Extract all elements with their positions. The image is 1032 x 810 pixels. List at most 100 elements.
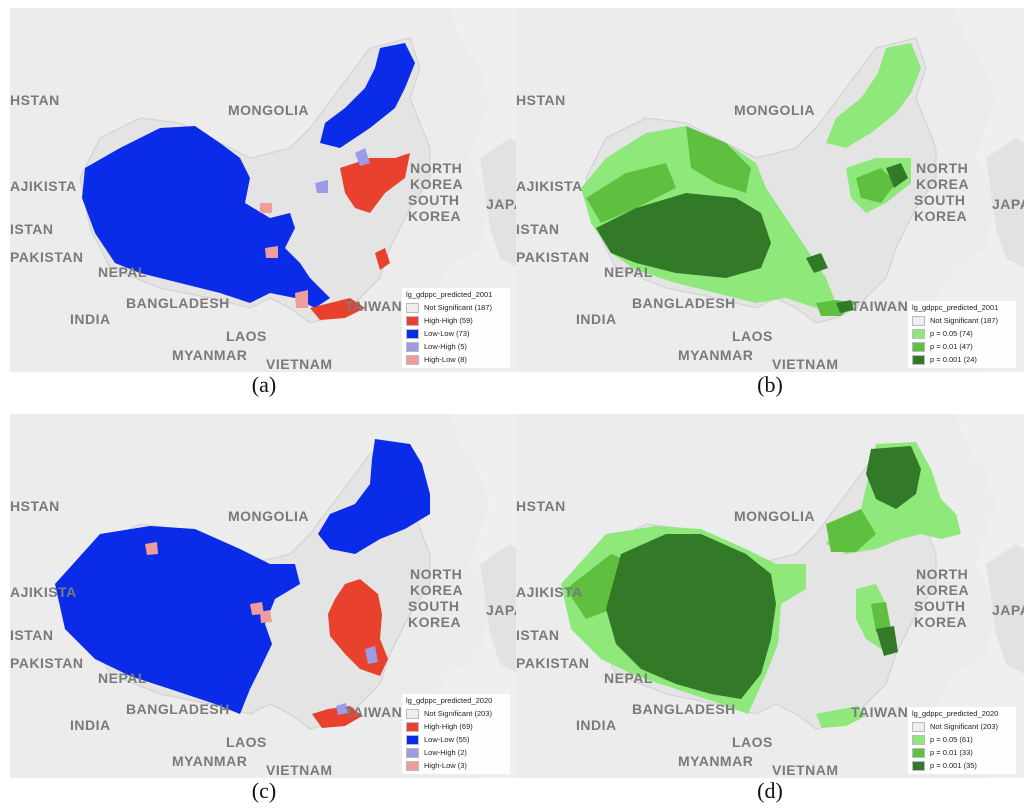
- legend-label: High-High (69): [424, 722, 473, 731]
- label-afghanistan: HSTAN: [10, 498, 60, 514]
- legend-row: High-Low (8): [406, 353, 506, 366]
- region-high-high-south: [312, 706, 362, 728]
- label-mongolia: MONGOLIA: [228, 102, 309, 118]
- legend-label: p = 0.05 (74): [930, 329, 973, 338]
- label-vietnam: VIETNAM: [266, 356, 333, 372]
- label-mongolia: MONGOLIA: [734, 508, 815, 524]
- legend-b: lg_gdppc_predicted_2001 Not Significant …: [908, 301, 1016, 368]
- legend-row: p = 0.05 (61): [912, 733, 1012, 746]
- label-pakistan: PAKISTAN: [10, 249, 84, 265]
- label-japan: JAPA: [992, 196, 1024, 212]
- legend-swatch: [912, 747, 925, 758]
- map-panel-d: MONGOLIA HSTAN AJIKISTA ISTAN PAKISTAN N…: [516, 414, 1024, 778]
- legend-swatch: [406, 302, 419, 313]
- legend-row: Not Significant (187): [406, 301, 506, 314]
- legend-swatch: [406, 760, 419, 771]
- legend-row: Low-High (2): [406, 746, 506, 759]
- label-nepal: NEPAL: [604, 670, 653, 686]
- map-c-svg: [10, 414, 518, 778]
- label-laos: LAOS: [226, 328, 267, 344]
- map-panel-a: MONGOLIA HSTAN AJIKISTA ISTAN PAKISTAN N…: [10, 8, 518, 372]
- label-taiwan: TAIWAN: [851, 704, 909, 720]
- legend-swatch: [406, 354, 419, 365]
- legend-row: High-High (69): [406, 720, 506, 733]
- legend-c: lg_gdppc_predicted_2020 Not Significant …: [402, 694, 510, 774]
- legend-swatch: [912, 328, 925, 339]
- region-low-low-west: [82, 126, 330, 308]
- legend-label: Not Significant (187): [930, 316, 998, 325]
- label-pakistan: PAKISTAN: [516, 249, 590, 265]
- legend-row: Low-High (5): [406, 340, 506, 353]
- label-taiwan: TAIWAN: [345, 298, 403, 314]
- legend-row: Low-Low (73): [406, 327, 506, 340]
- map-b-svg: [516, 8, 1024, 372]
- legend-label: p = 0.01 (47): [930, 342, 973, 351]
- region-low-low-northeast: [320, 43, 415, 148]
- label-south-korea: SOUTH KOREA: [914, 598, 968, 630]
- legend-label: Not Significant (187): [424, 303, 492, 312]
- legend-label: p = 0.05 (61): [930, 735, 973, 744]
- label-afghanistan: HSTAN: [516, 498, 566, 514]
- legend-swatch: [912, 734, 925, 745]
- legend-row: Low-Low (55): [406, 733, 506, 746]
- region-low-low-northeast: [318, 439, 430, 554]
- legend-swatch: [912, 721, 925, 732]
- legend-a: lg_gdppc_predicted_2001 Not Significant …: [402, 288, 510, 368]
- region-high-high-south: [310, 298, 365, 320]
- legend-swatch: [406, 721, 419, 732]
- legend-swatch: [406, 341, 419, 352]
- legend-label: Low-High (5): [424, 342, 467, 351]
- legend-row: High-High (59): [406, 314, 506, 327]
- legend-row: Not Significant (203): [406, 707, 506, 720]
- legend-label: Low-High (2): [424, 748, 467, 757]
- label-nepal: NEPAL: [98, 264, 147, 280]
- label-pakistan-top: ISTAN: [10, 627, 54, 643]
- label-myanmar: MYANMAR: [678, 753, 754, 769]
- label-tajikistan: AJIKISTA: [10, 584, 77, 600]
- legend-label: p = 0.01 (33): [930, 748, 973, 757]
- label-afghanistan: HSTAN: [516, 92, 566, 108]
- label-myanmar: MYANMAR: [678, 347, 754, 363]
- legend-row: p = 0.001 (35): [912, 759, 1012, 772]
- label-india: INDIA: [576, 717, 617, 733]
- legend-label: Not Significant (203): [930, 722, 998, 731]
- label-north-korea: NORTH KOREA: [916, 160, 970, 192]
- label-vietnam: VIETNAM: [266, 762, 333, 778]
- map-panel-c: MONGOLIA HSTAN AJIKISTA ISTAN PAKISTAN N…: [10, 414, 518, 778]
- label-taiwan: TAIWAN: [345, 704, 403, 720]
- label-mongolia: MONGOLIA: [228, 508, 309, 524]
- label-laos: LAOS: [226, 734, 267, 750]
- label-north-korea: NORTH KOREA: [410, 160, 464, 192]
- label-vietnam: VIETNAM: [772, 356, 839, 372]
- legend-swatch: [406, 328, 419, 339]
- legend-swatch: [406, 734, 419, 745]
- caption-d: (d): [757, 778, 783, 803]
- region-low-low-west: [55, 526, 300, 714]
- label-bangladesh: BANGLADESH: [632, 295, 736, 311]
- legend-label: High-Low (8): [424, 355, 467, 364]
- legend-label: Not Significant (203): [424, 709, 492, 718]
- label-bangladesh: BANGLADESH: [126, 701, 230, 717]
- label-japan: JAPA: [486, 196, 518, 212]
- legend-swatch: [406, 747, 419, 758]
- caption-c: (c): [251, 778, 277, 803]
- label-japan: JAPA: [992, 602, 1024, 618]
- map-panel-b: MONGOLIA HSTAN AJIKISTA ISTAN PAKISTAN N…: [516, 8, 1024, 372]
- legend-title: lg_gdppc_predicted_2001: [912, 303, 999, 312]
- legend-label: High-Low (3): [424, 761, 467, 770]
- legend-label: p = 0.001 (35): [930, 761, 977, 770]
- legend-row: p = 0.001 (24): [912, 353, 1012, 366]
- map-a-svg: [10, 8, 518, 372]
- legend-label: High-High (59): [424, 316, 473, 325]
- map-d-svg: [516, 414, 1024, 778]
- label-india: INDIA: [576, 311, 617, 327]
- label-afghanistan: HSTAN: [10, 92, 60, 108]
- legend-row: Not Significant (203): [912, 720, 1012, 733]
- label-myanmar: MYANMAR: [172, 753, 248, 769]
- region-high-high-north: [340, 153, 410, 213]
- label-pakistan-top: ISTAN: [10, 221, 54, 237]
- label-nepal: NEPAL: [604, 264, 653, 280]
- legend-label: Low-Low (55): [424, 735, 470, 744]
- legend-swatch: [406, 315, 419, 326]
- legend-title: lg_gdppc_predicted_2020: [406, 696, 493, 705]
